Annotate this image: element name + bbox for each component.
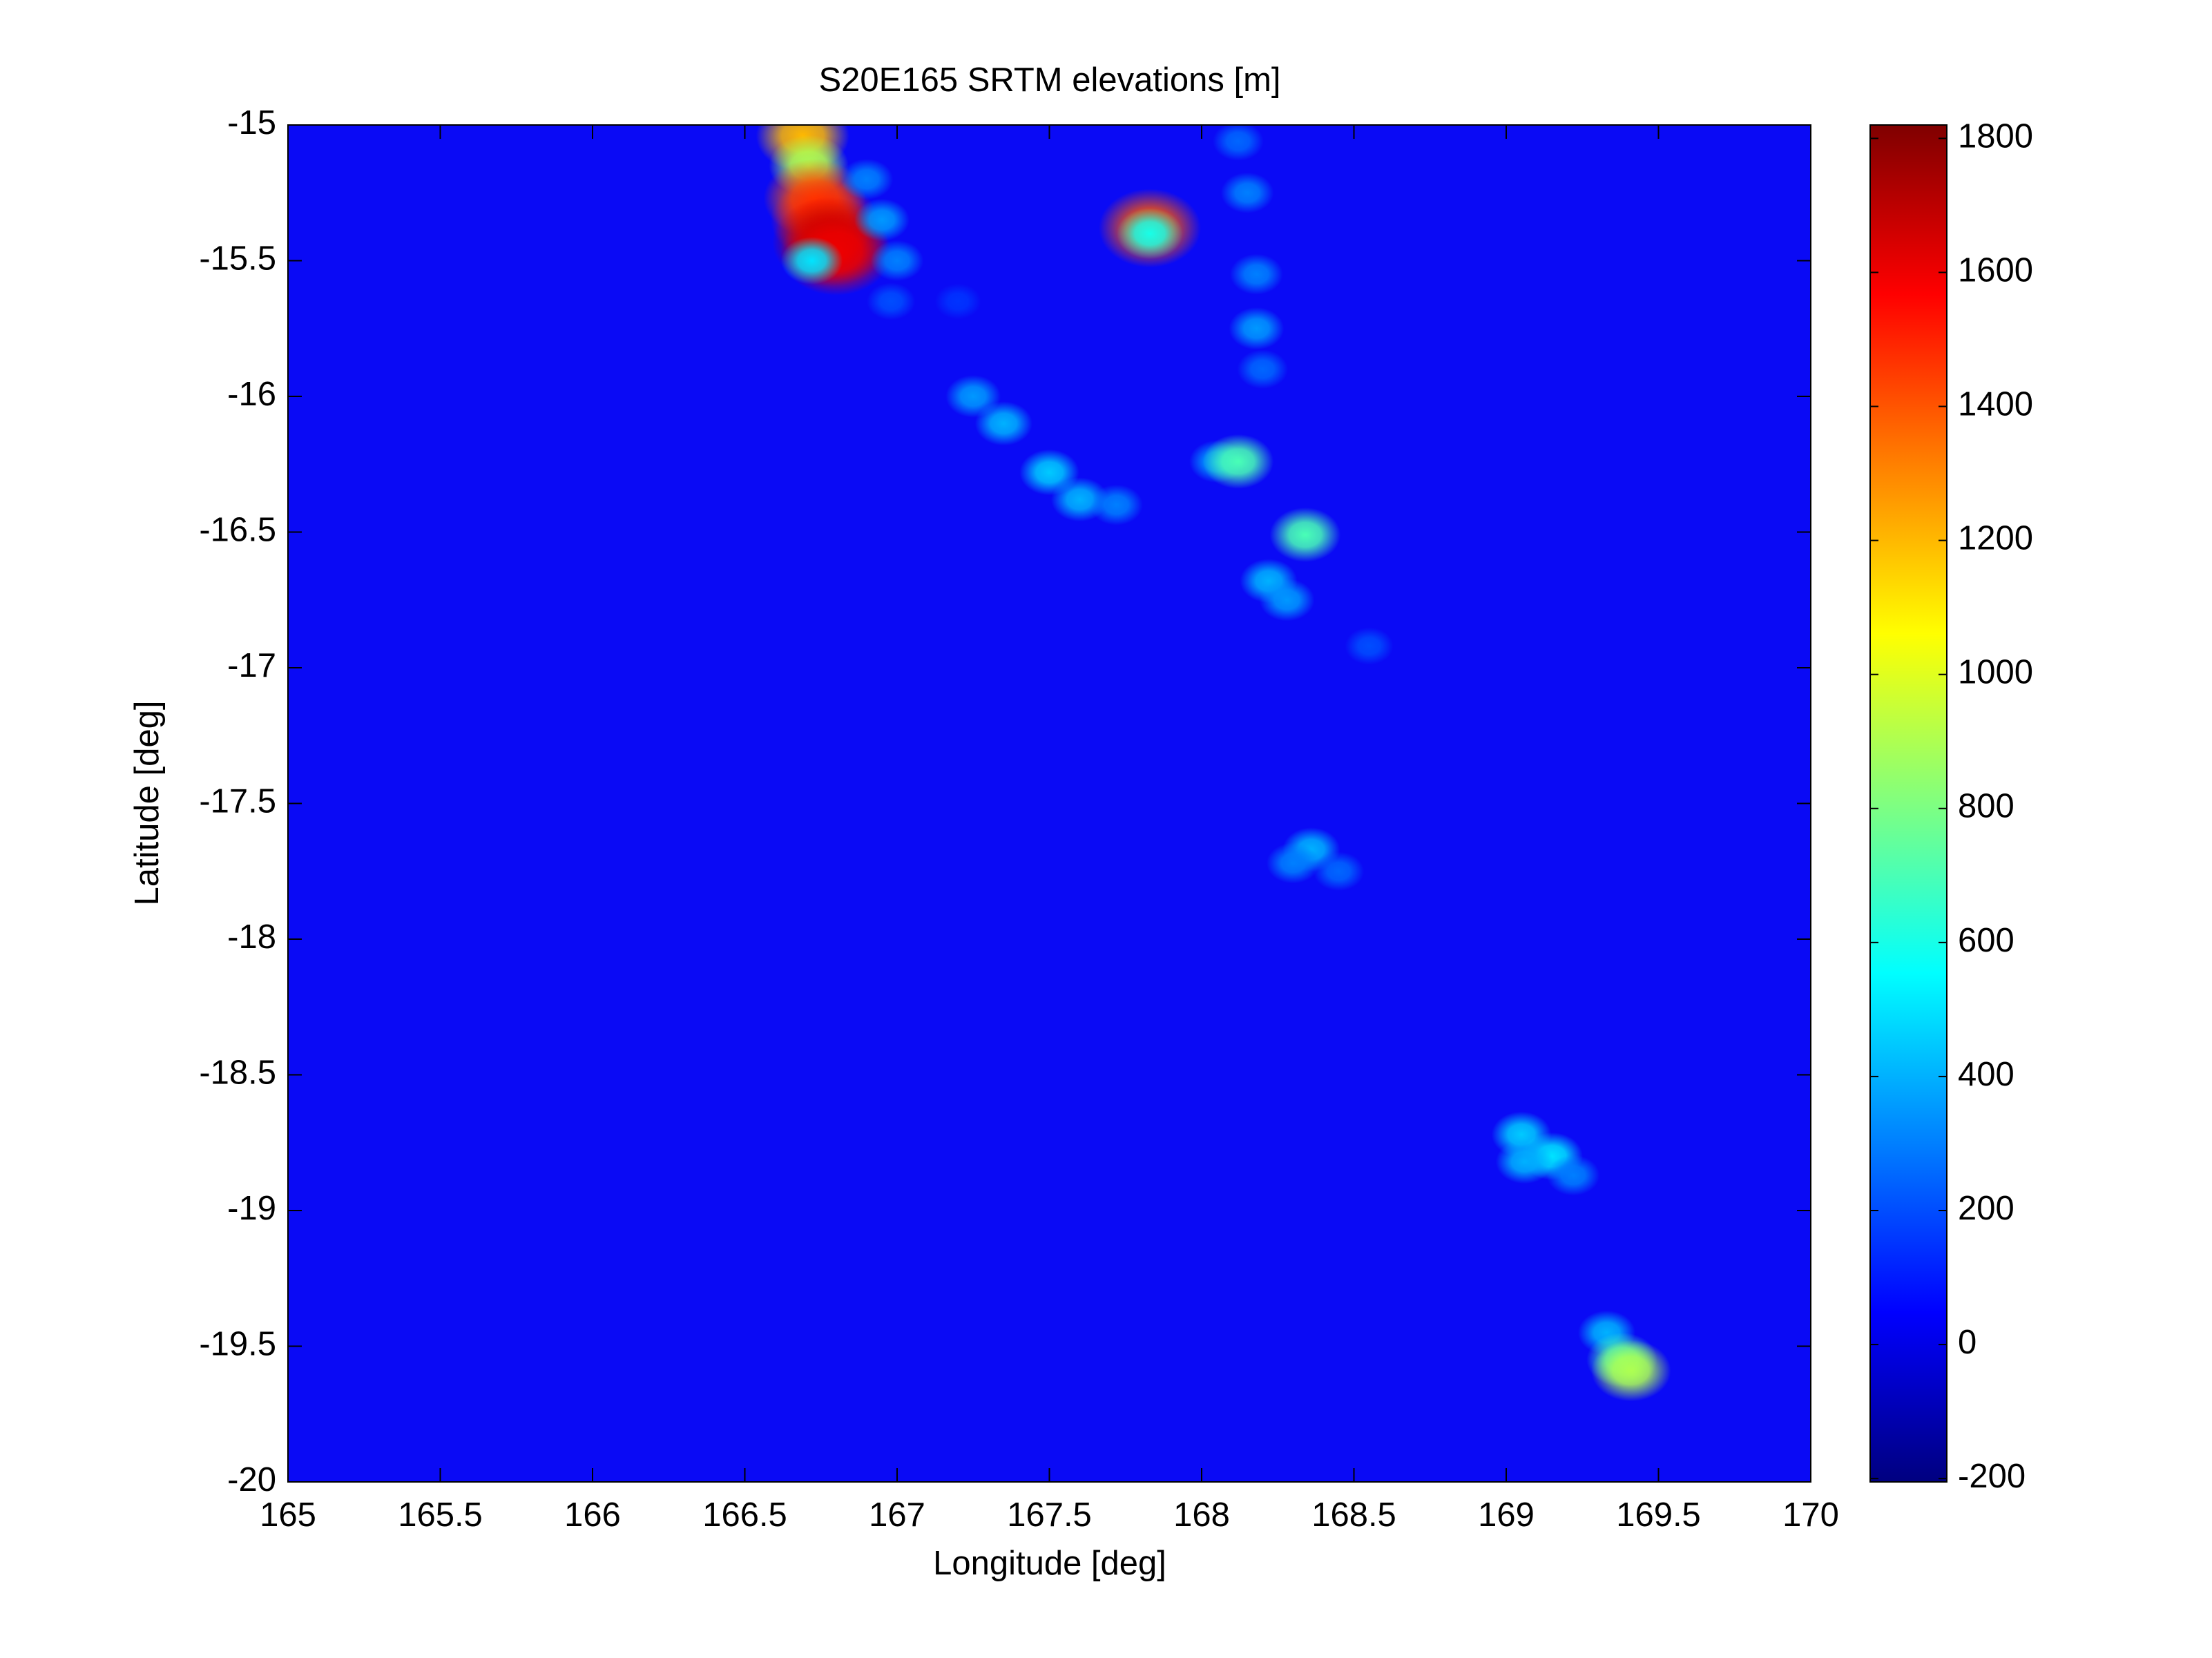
elevation-point [1116,208,1184,260]
x-tick-label: 166.5 [702,1496,787,1534]
x-tick-label: 166 [564,1496,621,1534]
elevation-point [1202,434,1274,489]
colorbar-tick-label: 1800 [1958,117,2033,155]
elevation-point [854,198,910,242]
y-tick-label: -15 [227,104,276,142]
y-tick-label: -19 [227,1190,276,1227]
elevation-point [870,240,924,281]
colorbar-tick-label: 800 [1958,788,2014,825]
colorbar [1869,124,1947,1483]
x-tick-label: 165 [260,1496,316,1534]
elevation-point [1237,349,1288,389]
colorbar-tick-label: 400 [1958,1056,2014,1093]
y-tick-label: -19.5 [199,1325,276,1362]
x-tick-label: 165.5 [398,1496,483,1534]
y-tick-label: -16.5 [199,511,276,548]
elevation-point [934,283,981,320]
x-tick-label: 169 [1478,1496,1535,1534]
elevation-point [1229,307,1285,350]
x-tick-label: 168.5 [1311,1496,1396,1534]
x-tick-label: 167.5 [1007,1496,1092,1534]
elevation-point [1495,1139,1554,1184]
colorbar-tick-label: 1600 [1958,251,2033,289]
y-tick-label: -17 [227,647,276,684]
elevation-point [1230,253,1283,295]
elevation-point [867,282,916,320]
elevation-point [1269,507,1341,562]
elevation-point [840,159,894,200]
elevation-point [1345,627,1394,665]
plot-background [288,125,1811,1482]
y-axis-label: Latitude [deg] [128,701,166,906]
x-tick-label: 168 [1173,1496,1230,1534]
y-tick-label: -17.5 [199,782,276,820]
colorbar-tick-label: 600 [1958,922,2014,959]
y-tick-label: -20 [227,1461,276,1498]
x-axis-label: Longitude [deg] [933,1545,1166,1582]
elevation-point [1220,172,1274,213]
x-tick-label: 170 [1782,1496,1839,1534]
x-tick-label: 169.5 [1616,1496,1701,1534]
x-tick-label: 167 [869,1496,925,1534]
colorbar-tick-label: 1400 [1958,385,2033,423]
elevation-point [1259,579,1315,621]
colorbar-tick-label: -200 [1958,1458,2026,1495]
elevation-point [1090,484,1143,526]
colorbar-tick-label: 200 [1958,1190,2014,1227]
elevation-point [780,237,843,285]
chart-title: S20E165 SRTM elevations [m] [818,61,1280,99]
y-tick-label: -15.5 [199,240,276,277]
elevation-point [1590,1340,1671,1402]
colorbar-tick-label: 1000 [1958,654,2033,691]
y-tick-label: -16 [227,376,276,413]
elevation-point [1313,851,1365,891]
colorbar-tick-label: 0 [1958,1324,1977,1361]
elevation-point [1266,842,1320,884]
elevation-point [1213,125,1264,161]
y-tick-label: -18 [227,918,276,956]
elevation-map [756,125,1671,1402]
elevation-point [974,401,1032,446]
elevation-point [1546,1155,1600,1196]
y-tick-label: -18.5 [199,1054,276,1091]
colorbar-tick-label: 1200 [1958,520,2033,557]
